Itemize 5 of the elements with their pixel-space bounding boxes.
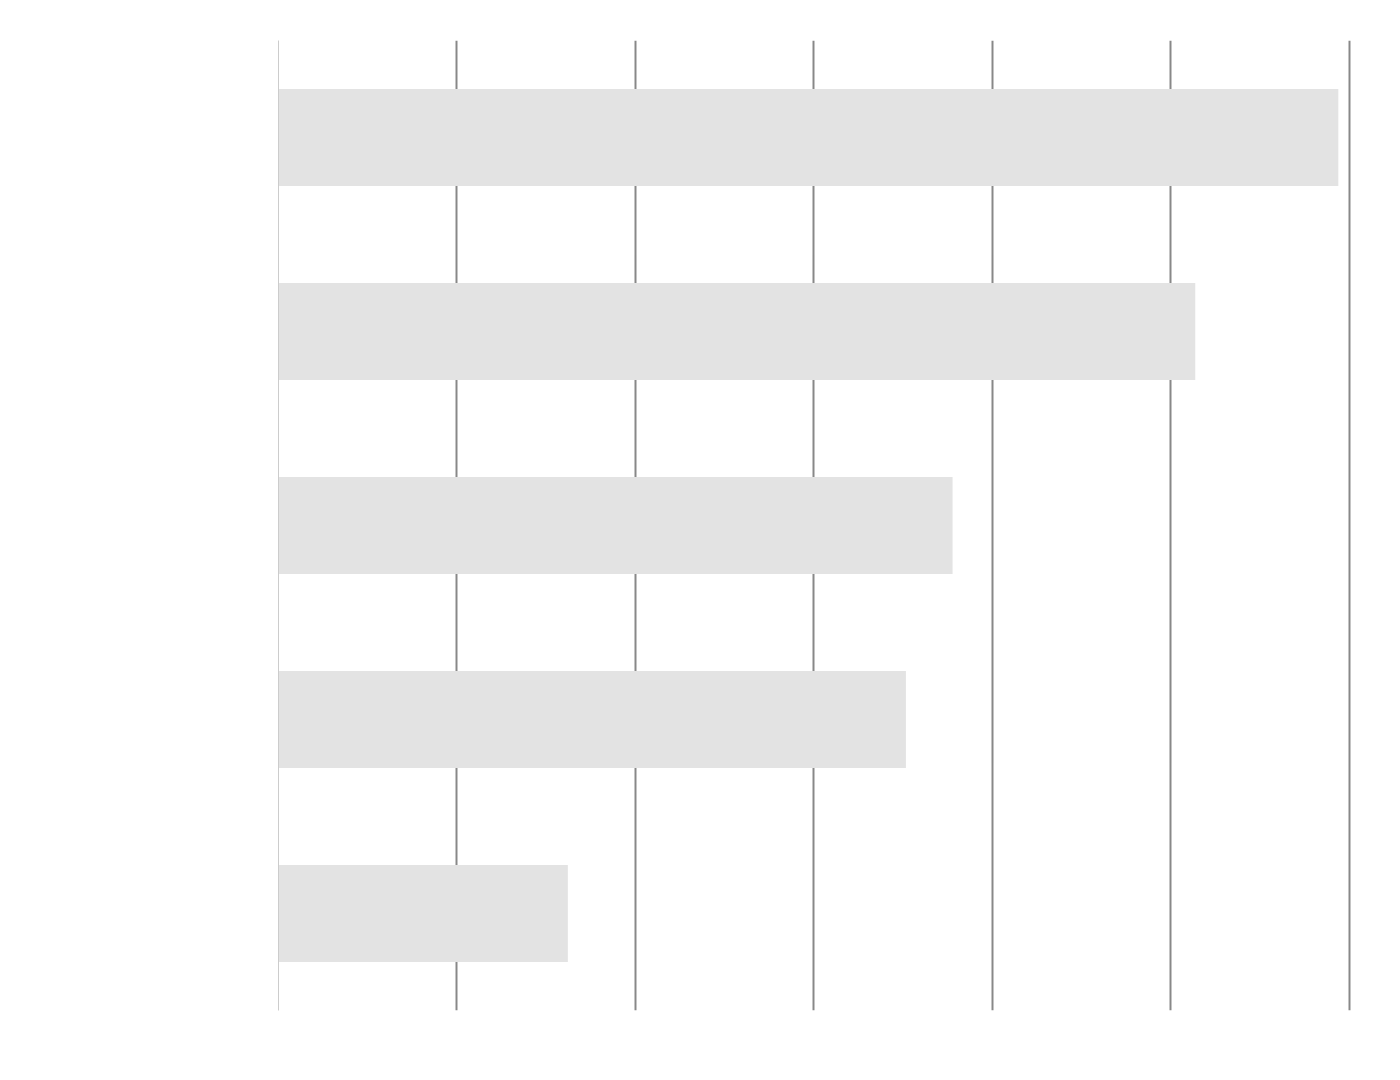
bar: [278, 283, 1196, 380]
bar: [278, 671, 906, 768]
bar: [278, 477, 953, 574]
bar: [278, 865, 568, 962]
bar: [278, 89, 1339, 186]
